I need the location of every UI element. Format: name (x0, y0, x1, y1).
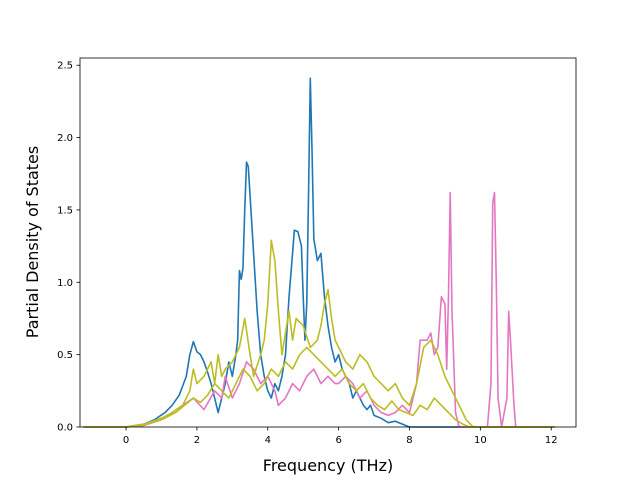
series-line-0 (83, 77, 555, 428)
x-axis-label: Frequency (THz) (263, 456, 393, 475)
y-tick-label: 2.5 (57, 61, 73, 72)
y-tick-label: 0.0 (57, 423, 73, 434)
y-tick-label: 2.0 (57, 133, 73, 144)
x-tick-label: 0 (123, 435, 129, 446)
x-tick-label: 8 (406, 435, 412, 446)
y-axis: 0.0 0.5 1.0 1.5 2.0 2.5 (57, 61, 80, 434)
y-axis-label: Partial Density of States (23, 146, 42, 338)
x-axis: 0 2 4 6 8 10 12 (123, 427, 558, 446)
x-tick-label: 6 (335, 435, 341, 446)
x-tick-label: 2 (194, 435, 200, 446)
plot-frame (79, 57, 577, 428)
y-tick-label: 0.5 (57, 350, 73, 361)
x-tick-label: 10 (474, 435, 487, 446)
series-line-3 (83, 346, 555, 428)
x-tick-label: 4 (265, 435, 271, 446)
series-line-2 (83, 239, 555, 428)
x-tick-label: 12 (545, 435, 558, 446)
y-tick-label: 1.0 (57, 278, 73, 289)
series-line-1 (83, 191, 555, 428)
plot-lines (83, 77, 555, 428)
y-tick-label: 1.5 (57, 205, 73, 216)
